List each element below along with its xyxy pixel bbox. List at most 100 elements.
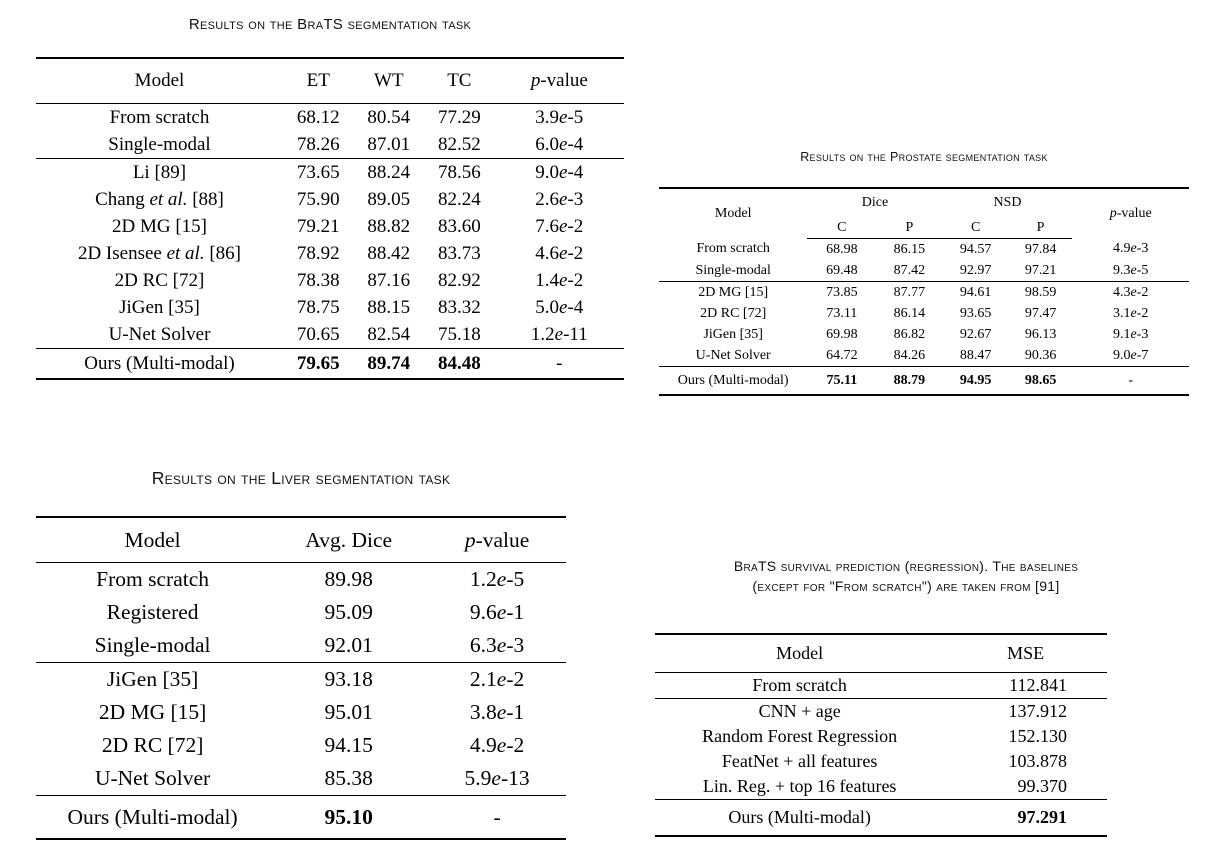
table-row: Ours (Multi-modal) 79.65 89.74 84.48- bbox=[36, 348, 624, 379]
value-cell: 98.65 bbox=[1008, 366, 1073, 395]
model-cell: Ours (Multi-modal) bbox=[36, 795, 270, 839]
value-cell: 9.3e-5 bbox=[1112, 262, 1149, 278]
value-cell: 1.2e-11 bbox=[530, 323, 588, 345]
value-cell: 89.74 bbox=[353, 348, 425, 379]
value-cell: 75.90 bbox=[296, 188, 340, 210]
value-cell: 96.13 bbox=[1024, 326, 1057, 342]
value-cell: 97.84 bbox=[1024, 241, 1057, 257]
table-row: Ours (Multi-modal) 97.291 bbox=[655, 799, 1107, 836]
model-cell: Ours (Multi-modal) bbox=[659, 366, 808, 395]
brats-col-model: Model bbox=[36, 58, 283, 104]
brats-col-tc: TC bbox=[424, 58, 495, 104]
value-cell: 3.9e-5 bbox=[535, 106, 584, 128]
model-cell: JiGen [35] bbox=[36, 662, 270, 696]
value-cell: 80.54 bbox=[367, 106, 411, 128]
model-cell: 2D MG [15] bbox=[659, 281, 808, 303]
value-cell: - bbox=[428, 795, 566, 839]
model-cell: From scratch bbox=[96, 567, 210, 591]
value-cell: 86.82 bbox=[893, 326, 926, 342]
table-row: Ours (Multi-modal) 95.10- bbox=[36, 795, 566, 839]
brats-table-section: Results on the BraTS segmentation task M… bbox=[36, 16, 624, 380]
survival-results-table: Model MSE From scratch 112.841 CNN + age 13… bbox=[655, 633, 1107, 837]
model-cell: 2D MG [15] bbox=[111, 215, 207, 237]
value-cell: 79.21 bbox=[296, 215, 340, 237]
table-row: 2D RC [72] 73.11 86.14 93.65 97.47 3.1e-2 bbox=[659, 303, 1189, 324]
value-cell: 4.9e-3 bbox=[1112, 241, 1149, 257]
value-cell: 97.47 bbox=[1024, 305, 1057, 321]
value-cell: 92.67 bbox=[959, 326, 992, 342]
value-cell: 86.14 bbox=[893, 305, 926, 321]
value-cell: 97.21 bbox=[1024, 262, 1057, 278]
value-cell: 77.29 bbox=[437, 106, 481, 128]
model-cell: From scratch bbox=[696, 241, 770, 257]
model-cell: Chang et al. [88] bbox=[95, 188, 224, 210]
prostate-table-header: Model Dice NSD p-value C P C P bbox=[659, 188, 1189, 239]
value-cell: 64.72 bbox=[826, 347, 858, 363]
value-cell: 9.0e-4 bbox=[494, 158, 624, 186]
model-cell: 2D RC [72] bbox=[114, 269, 205, 291]
table-row: U-Net Solver 85.38 5.9e-13 bbox=[36, 762, 566, 796]
value-cell: 78.26 bbox=[296, 133, 340, 155]
value-cell: 73.85 bbox=[807, 281, 877, 303]
value-cell: 3.8e-1 bbox=[469, 700, 525, 724]
value-cell: 4.9e-2 bbox=[469, 733, 525, 757]
value-cell: 88.82 bbox=[367, 215, 411, 237]
table-row: From scratch 112.841 bbox=[655, 673, 1107, 699]
value-cell: 98.59 bbox=[1008, 281, 1073, 303]
liver-col-model: Model bbox=[36, 517, 270, 563]
value-cell: 89.05 bbox=[367, 188, 411, 210]
model-cell: JiGen [35] bbox=[703, 326, 763, 342]
value-cell: 94.57 bbox=[959, 241, 992, 257]
value-cell: 82.52 bbox=[437, 133, 481, 155]
value-cell: 73.11 bbox=[826, 305, 858, 321]
value-cell: 87.01 bbox=[367, 133, 411, 155]
table-row: Random Forest Regression 152.130 bbox=[655, 724, 1107, 749]
model-cell: 2D MG [15] bbox=[98, 700, 207, 724]
value-cell: 6.0e-4 bbox=[535, 133, 584, 155]
value-cell: 2.6e-3 bbox=[535, 188, 584, 210]
table-row: 2D Isensee et al. [86] 78.92 88.42 83.73 4.6… bbox=[36, 240, 624, 267]
model-cell: JiGen [35] bbox=[119, 296, 200, 318]
value-cell: 82.54 bbox=[367, 323, 411, 345]
prostate-results-table: Model Dice NSD p-value C P C P From scra… bbox=[659, 187, 1189, 396]
value-cell: 79.65 bbox=[282, 348, 354, 379]
value-cell: - bbox=[1072, 366, 1189, 395]
table-row: Chang et al. [88] 75.90 89.05 82.24 2.6e-3 bbox=[36, 186, 624, 213]
model-cell: Single-modal bbox=[94, 633, 211, 657]
brats-col-et: ET bbox=[282, 58, 354, 104]
table-row: Single-modal 69.48 87.42 92.97 97.21 9.3e-5 bbox=[659, 260, 1189, 282]
brats-col-pvalue: p-value bbox=[494, 58, 624, 104]
model-cell: Registered bbox=[106, 600, 199, 624]
value-cell: 5.9e-13 bbox=[464, 766, 530, 790]
survival-col-mse: MSE bbox=[944, 634, 1107, 673]
table-row: Ours (Multi-modal) 75.11 88.79 94.95 98.65- bbox=[659, 366, 1189, 395]
table-row: JiGen [35] 78.75 88.15 83.32 5.0e-4 bbox=[36, 294, 624, 321]
value-cell: 9.6e-1 bbox=[469, 600, 525, 624]
value-cell: 7.6e-2 bbox=[535, 215, 584, 237]
value-cell: 78.56 bbox=[424, 158, 495, 186]
table-row: From scratch 68.12 80.54 77.29 3.9e-5 bbox=[36, 104, 624, 132]
table-row: Lin. Reg. + top 16 features 99.370 bbox=[655, 774, 1107, 800]
liver-col-avg-dice: Avg. Dice bbox=[269, 517, 429, 563]
table-row: 2D RC [72] 94.15 4.9e-2 bbox=[36, 729, 566, 762]
table-row: JiGen [35] 93.18 2.1e-2 bbox=[36, 662, 566, 696]
value-cell: 88.24 bbox=[353, 158, 425, 186]
table-row: Registered 95.09 9.6e-1 bbox=[36, 596, 566, 629]
value-cell: 88.47 bbox=[959, 347, 992, 363]
table-row: JiGen [35] 69.98 86.82 92.67 96.13 9.1e-3 bbox=[659, 324, 1189, 345]
value-cell: 9.0e-7 bbox=[1112, 347, 1149, 363]
survival-table-header: Model MSE bbox=[655, 634, 1107, 673]
model-cell: 2D RC [72] bbox=[101, 733, 204, 757]
model-cell: Ours (Multi-modal) bbox=[36, 348, 283, 379]
value-cell: 95.01 bbox=[324, 700, 373, 724]
value-cell: 87.42 bbox=[893, 262, 926, 278]
value-cell: 94.15 bbox=[324, 733, 373, 757]
model-cell: FeatNet + all features bbox=[721, 751, 878, 771]
value-cell: 83.60 bbox=[437, 215, 481, 237]
value-cell: 3.1e-2 bbox=[1112, 305, 1149, 321]
value-cell: 88.15 bbox=[367, 296, 411, 318]
value-cell: 5.0e-4 bbox=[535, 296, 584, 318]
value-cell: 4.3e-2 bbox=[1072, 281, 1189, 303]
value-cell: 4.6e-2 bbox=[535, 242, 584, 264]
